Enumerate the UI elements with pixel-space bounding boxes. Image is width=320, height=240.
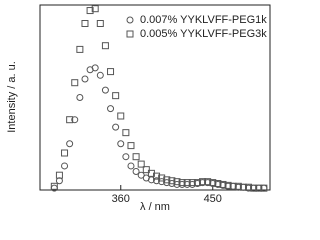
marker-square — [188, 179, 196, 187]
marker-circle — [158, 178, 166, 186]
marker-square — [96, 20, 104, 27]
marker-square — [163, 176, 171, 184]
legend-label: 0.007% YYKLVFF-PEG1k — [140, 14, 267, 26]
marker-square — [255, 184, 263, 192]
marker-square — [183, 179, 191, 187]
marker-square — [224, 181, 232, 189]
y-axis-label: Intensity / a. u. — [6, 61, 18, 133]
marker-square — [137, 160, 145, 168]
marker-square — [86, 7, 94, 15]
marker-circle — [61, 162, 69, 170]
marker-square — [142, 166, 150, 174]
marker-square — [199, 178, 207, 186]
marker-square — [245, 183, 253, 191]
marker-circle — [107, 105, 115, 113]
marker-square — [122, 129, 130, 137]
marker-square — [168, 177, 176, 185]
marker-square — [71, 79, 79, 87]
marker-circle — [127, 162, 135, 170]
marker-square — [204, 178, 212, 186]
marker-square — [50, 182, 58, 190]
marker-square — [153, 172, 161, 180]
legend-marker — [126, 30, 134, 38]
marker-circle — [132, 168, 140, 175]
legend-marker — [126, 16, 134, 24]
marker-square — [229, 182, 237, 190]
x-axis-label: λ / nm — [140, 201, 170, 213]
marker-circle — [122, 153, 130, 161]
marker-circle — [117, 140, 125, 148]
marker-circle — [101, 86, 109, 94]
marker-circle — [81, 75, 89, 83]
marker-square — [193, 179, 201, 187]
marker-circle — [112, 123, 120, 131]
marker-square — [91, 5, 99, 13]
marker-circle — [96, 71, 104, 79]
marker-square — [55, 171, 63, 179]
marker-square — [112, 92, 120, 100]
marker-square — [127, 142, 135, 150]
marker-square — [66, 116, 74, 124]
legend-label: 0.005% YYKLVFF-PEG3k — [140, 28, 267, 40]
marker-square — [61, 149, 69, 157]
plot-frame — [39, 4, 271, 191]
marker-square — [178, 179, 186, 187]
marker-square — [219, 180, 227, 188]
marker-circle — [71, 116, 79, 124]
marker-square — [209, 179, 217, 187]
marker-square — [173, 178, 181, 186]
marker-circle — [76, 94, 84, 101]
marker-square — [239, 183, 247, 191]
marker-square — [260, 184, 268, 192]
marker-square — [117, 112, 125, 120]
marker-circle — [91, 64, 99, 72]
marker-square — [250, 184, 258, 192]
x-tick-label: 450 — [204, 193, 222, 205]
marker-square — [132, 153, 140, 161]
marker-square — [234, 182, 242, 190]
marker-square — [101, 42, 109, 50]
chart: λ / nm Intensity / a. u. 360 450 0.007% YY… — [6, 4, 271, 213]
x-tick-label: 360 — [112, 193, 130, 205]
marker-circle — [66, 140, 74, 148]
marker-square — [81, 20, 89, 27]
marker-square — [76, 45, 84, 53]
marker-square — [107, 68, 115, 76]
marker-square — [214, 180, 222, 188]
marker-square — [158, 174, 166, 182]
